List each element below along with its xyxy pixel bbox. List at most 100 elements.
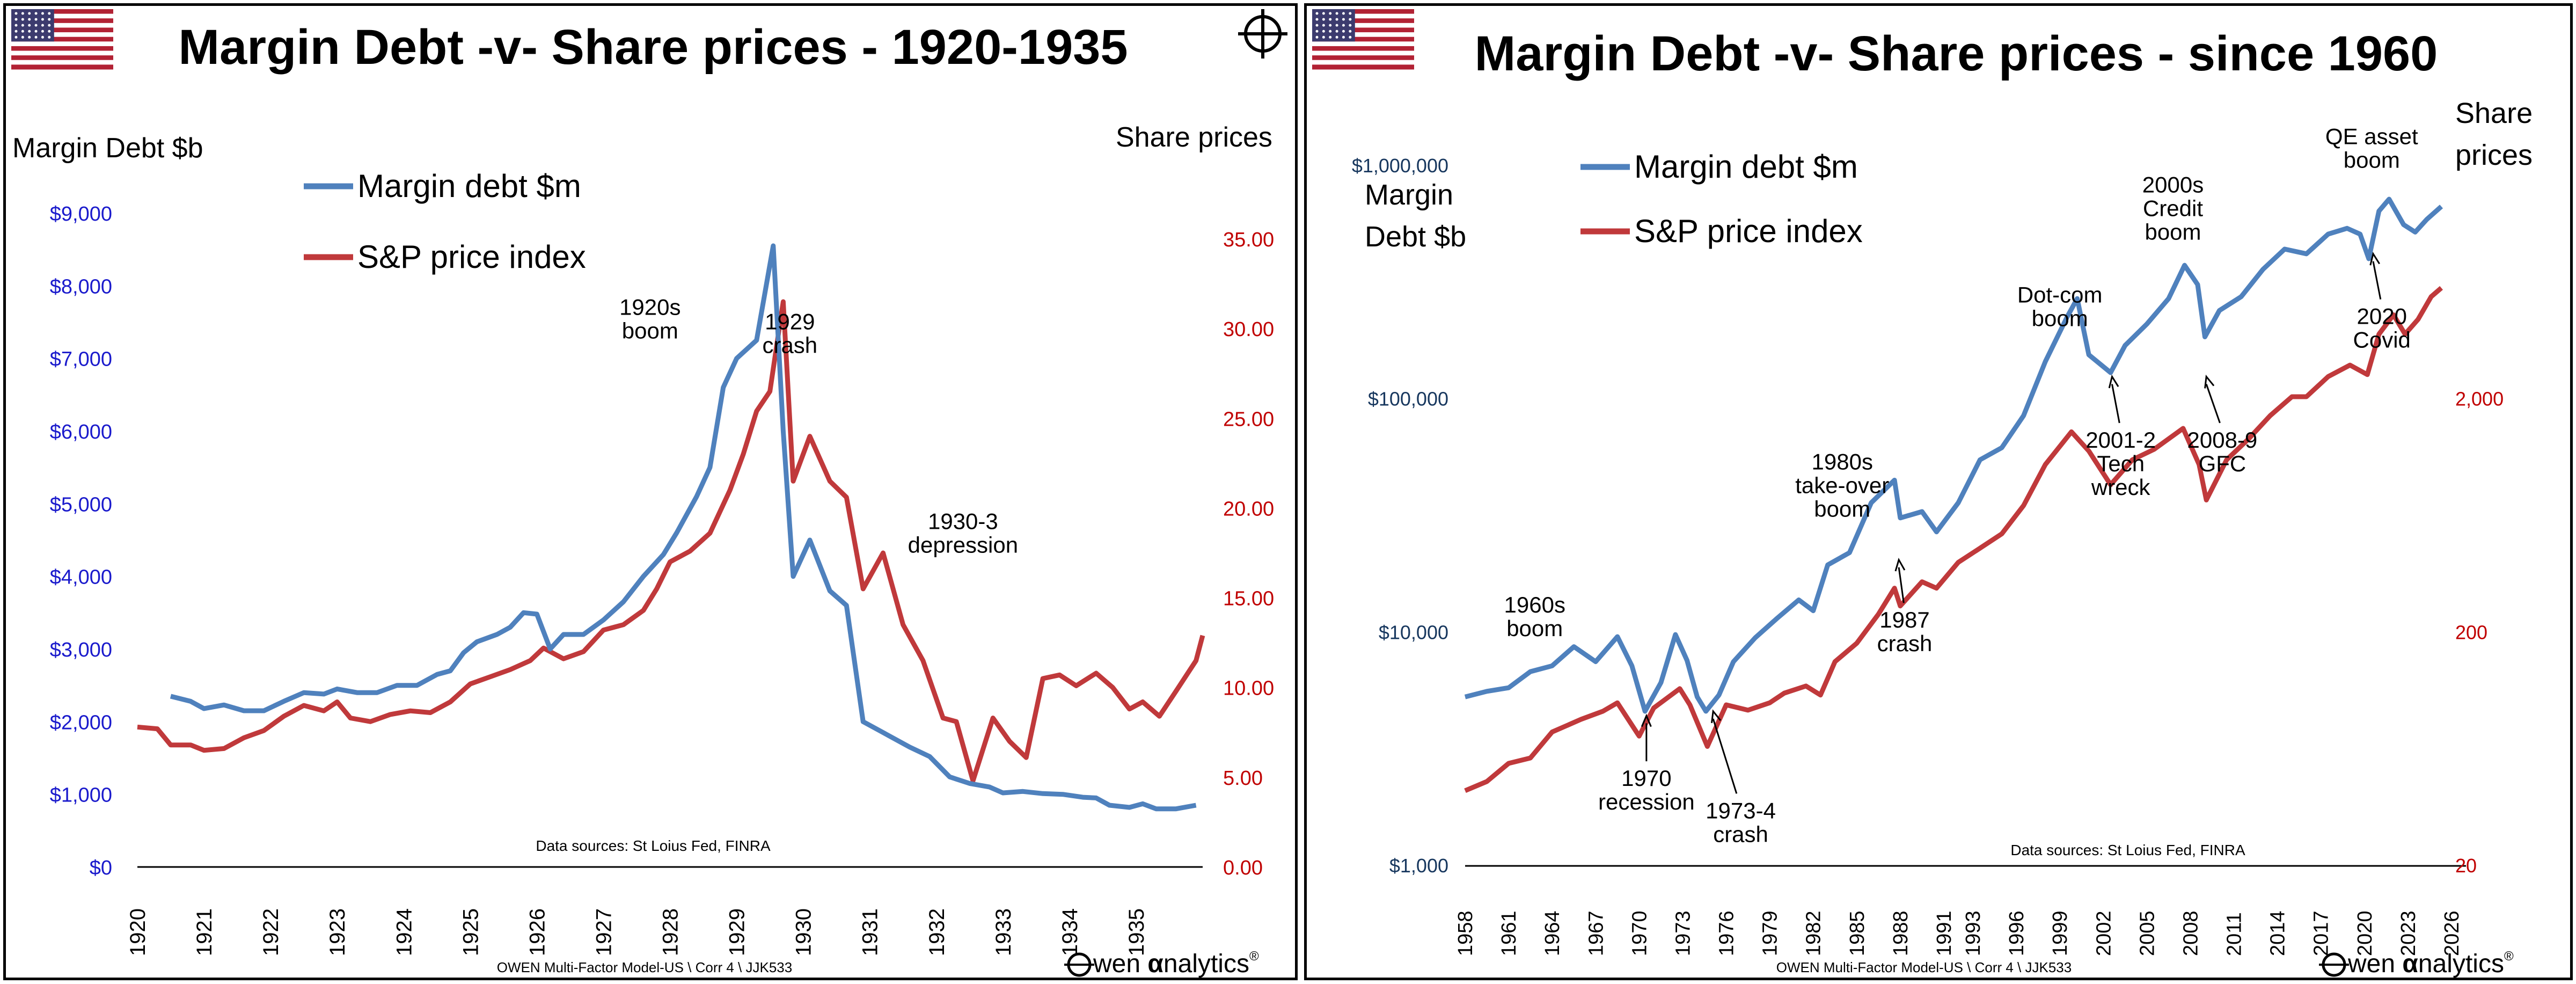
flag-star (1335, 24, 1338, 27)
annotation-3-line-2: boom (1814, 497, 1870, 522)
y-left-tick-label: $100,000 (1368, 388, 1448, 410)
x-tick-label: 1920 (126, 908, 150, 956)
left-chart-svg: Margin Debt -v- Share prices - 1920-1935… (11, 9, 1287, 978)
flag-star (1335, 35, 1338, 39)
x-tick-label: 1921 (193, 908, 216, 956)
x-tick-label: 1930 (792, 908, 816, 956)
flag-star (41, 30, 44, 33)
flag-star (21, 12, 24, 15)
y-left-tick-label: $7,000 (50, 348, 112, 371)
flag-stripe (11, 60, 113, 65)
flag-star (1315, 30, 1319, 33)
flag-canton (1312, 9, 1355, 42)
x-tick-label: 1935 (1125, 908, 1148, 956)
flag-star (1335, 30, 1338, 33)
brand-logo: wen αnalytics® (2319, 949, 2514, 978)
x-tick-label: 2023 (2397, 910, 2420, 956)
annotation-0-line-1: boom (1506, 616, 1563, 641)
brand-alpha: α (1140, 950, 1163, 978)
flag-star (1349, 35, 1352, 39)
y-left-tick-label: $1,000 (50, 784, 112, 807)
series-line-margin-debt (170, 243, 1197, 812)
flag-star (1315, 12, 1319, 15)
series-line-margin-debt (1464, 196, 2443, 714)
annotation-6-arrow-line (2111, 384, 2120, 424)
right-axis-label: Share prices (1116, 122, 1272, 153)
flag-star (1349, 12, 1352, 15)
flag-star (1315, 35, 1319, 39)
x-tick-label: 2017 (2310, 910, 2333, 956)
y-left-tick-label: $4,000 (50, 566, 112, 589)
annotation-1-line-1: recession (1598, 789, 1695, 814)
flag-stripe (1312, 18, 1414, 24)
x-tick-label: 2008 (2179, 910, 2202, 956)
annotation-0-line-0: 1920s (619, 294, 680, 319)
annotation-8-line-2: boom (2145, 219, 2201, 244)
flag-stripe (11, 27, 113, 33)
annotation-10-line-1: Covid (2353, 327, 2411, 353)
flag-stripe (1312, 50, 1414, 56)
flag-star (1329, 12, 1332, 15)
flag-star (1342, 30, 1345, 33)
x-tick-label: 1926 (525, 908, 549, 956)
x-tick-label: 1996 (2006, 910, 2028, 956)
flag-star (34, 24, 38, 27)
flag-star (41, 18, 44, 21)
y-right-tick-label: 30.00 (1223, 318, 1274, 341)
brand-suffix: nalytics (1163, 950, 1249, 978)
footer-model-text: OWEN Multi-Factor Model-US \ Corr 4 \ JJ… (1776, 959, 2072, 975)
flag-stripe (1312, 64, 1414, 70)
x-tick-label: 2026 (2441, 910, 2463, 956)
annotation-2-line-1: depression (908, 533, 1018, 558)
us-flag-icon (1312, 9, 1414, 70)
y-right-tick-label: 15.00 (1223, 588, 1274, 610)
y-right-tick-label: 10.00 (1223, 677, 1274, 700)
x-tick-label: 1999 (2049, 910, 2072, 956)
y-right-tick-label: 20.00 (1223, 498, 1274, 520)
brand-prefix: wen (2347, 950, 2395, 978)
y-left-tick-label: $9,000 (50, 203, 112, 225)
x-tick-label: 1970 (1628, 910, 1651, 956)
flag-stripe (1312, 32, 1414, 38)
annotation-5-line-0: Dot-com (2017, 282, 2103, 307)
flag-star (48, 18, 51, 21)
annotation-10-line-0: 2020 (2357, 304, 2407, 329)
x-tick-label: 1985 (1846, 910, 1869, 956)
y-left-tick-label: $3,000 (50, 639, 112, 661)
annotation-6-line-1: Tech (2097, 451, 2145, 476)
x-tick-label: 1925 (459, 908, 482, 956)
data-source-note: Data sources: St Loius Fed, FINRA (536, 837, 771, 854)
flag-stripe (11, 64, 113, 70)
x-tick-label: 2002 (2092, 910, 2115, 956)
annotation-6-line-2: wreck (2091, 475, 2151, 500)
chart-title-left: Margin Debt -v- Share prices - 1920-1935 (178, 20, 1128, 75)
x-tick-label: 1991 (1933, 910, 1956, 956)
annotation-2-line-0: 1930-3 (928, 509, 998, 534)
series-line-sp-index (1464, 286, 2443, 793)
flag-star (34, 35, 38, 39)
flag-stripe (1312, 27, 1414, 33)
x-tick-label: 1973 (1672, 910, 1694, 956)
right-chart-panel: Margin Debt -v- Share prices - since 196… (1304, 3, 2573, 980)
brand-name: wen αnalytics® (1093, 949, 1259, 978)
annotation-2-line-1: crash (1713, 821, 1768, 847)
flag-star (1349, 30, 1352, 33)
flag-star (1335, 12, 1338, 15)
x-tick-label: 1922 (259, 908, 283, 956)
flag-star (48, 30, 51, 33)
flag-stripe (11, 23, 113, 28)
annotation-5-line-1: boom (2032, 305, 2088, 331)
x-tick-label: 1979 (1759, 910, 1782, 956)
y-right-tick-label: 200 (2455, 621, 2487, 643)
flag-stripe (1312, 46, 1414, 52)
flag-stripe (11, 50, 113, 56)
flag-stripe (11, 32, 113, 38)
footer-model-text: OWEN Multi-Factor Model-US \ Corr 4 \ JJ… (497, 959, 792, 975)
flag-star (1335, 18, 1338, 21)
y-right-tick-label: 35.00 (1223, 229, 1274, 251)
flag-star (1322, 35, 1325, 39)
x-tick-label: 1934 (1058, 908, 1082, 956)
left-axis-label-line-0: Margin (1365, 179, 1453, 211)
x-tick-label: 2020 (2354, 910, 2376, 956)
flag-star (1342, 35, 1345, 39)
